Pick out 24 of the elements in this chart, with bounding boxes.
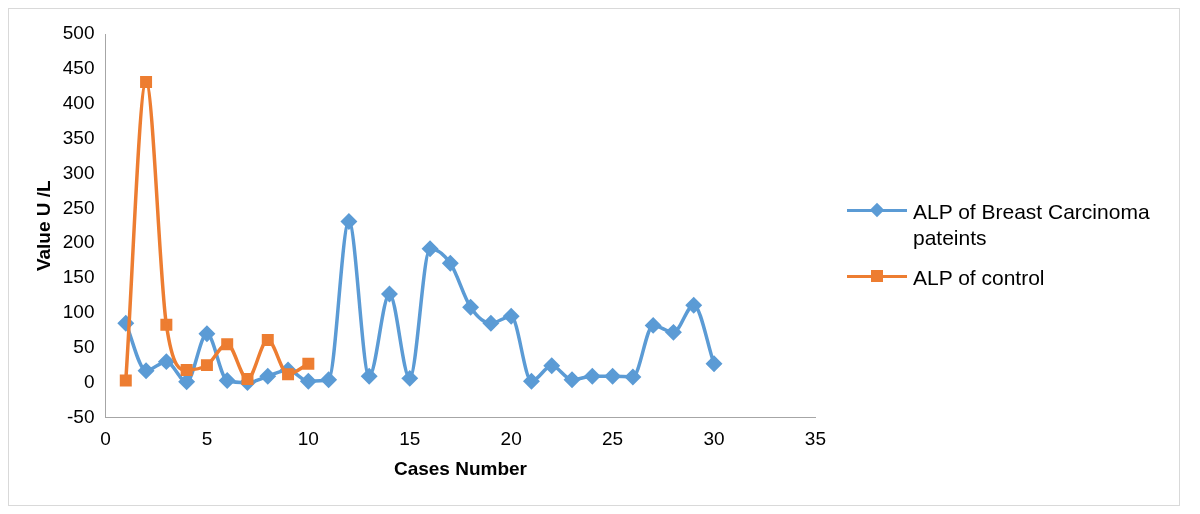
y-tick-label: 0 <box>83 370 95 392</box>
y-tick-label: 50 <box>73 335 95 357</box>
x-tick-label: 20 <box>500 428 522 450</box>
y-axis-title: Value U /L <box>32 179 54 272</box>
x-tick-label: 25 <box>602 428 624 450</box>
y-tick-label: 450 <box>62 57 95 79</box>
y-tick-label: 500 <box>62 22 95 44</box>
x-tick-label: 10 <box>297 428 319 450</box>
x-tick-label: 0 <box>100 428 111 450</box>
x-tick-label: 30 <box>703 428 725 450</box>
y-tick-label: -50 <box>67 405 95 427</box>
y-tick-label: 100 <box>62 301 95 323</box>
y-tick-label: 300 <box>62 161 95 183</box>
y-tick-label: 400 <box>62 91 95 113</box>
x-axis-title: Cases Number <box>393 457 528 479</box>
legend-label: ALP of control <box>913 265 1046 291</box>
x-tick-label: 15 <box>399 428 421 450</box>
y-tick-label: 250 <box>62 196 95 218</box>
y-tick-label: 350 <box>62 126 95 148</box>
x-tick-label: 5 <box>201 428 213 450</box>
x-tick-label: 35 <box>804 428 826 450</box>
y-tick-label: 200 <box>62 231 95 253</box>
y-tick-label: 150 <box>62 266 95 288</box>
legend-label: ALP of Breast Carcinoma pateints <box>913 199 1151 251</box>
